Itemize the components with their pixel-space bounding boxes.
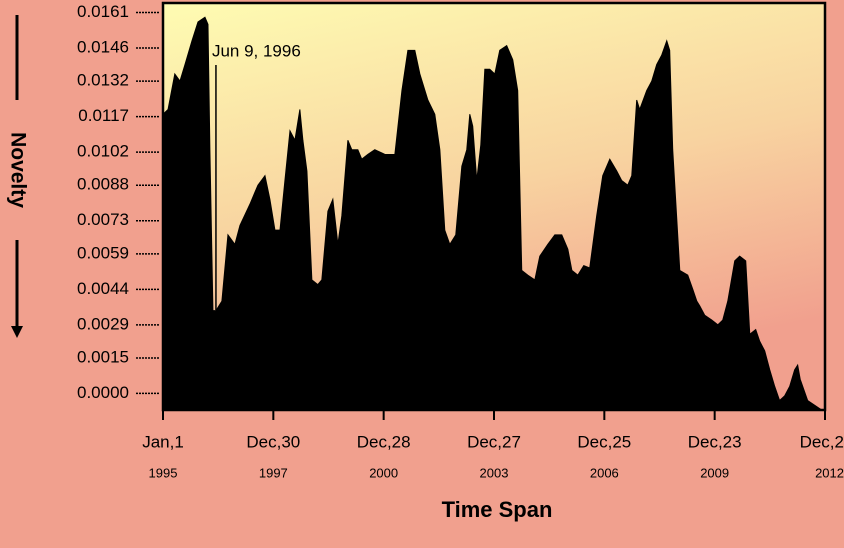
annotation-text: Jun 9, 1996 xyxy=(212,41,301,60)
x-tick-label: Dec,30 xyxy=(246,432,300,451)
x-axis-title: Time Span xyxy=(442,497,553,522)
y-tick-label: 0.0132 xyxy=(77,71,129,90)
y-tick-label: 0.0102 xyxy=(77,142,129,161)
y-tick-label: 0.0000 xyxy=(77,383,129,402)
y-tick-label: 0.0117 xyxy=(78,106,129,125)
x-tick-year: 1995 xyxy=(149,465,178,480)
y-tick-label: 0.0088 xyxy=(77,175,129,194)
x-tick-label: Jan,1 xyxy=(142,432,184,451)
x-tick-year: 1997 xyxy=(259,465,288,480)
x-tick-label: Dec,23 xyxy=(688,432,742,451)
y-tick-label: 0.0015 xyxy=(77,347,129,366)
y-tick-label: 0.0029 xyxy=(77,314,129,333)
x-tick-year: 2009 xyxy=(700,465,729,480)
y-axis-title-group: Novelty xyxy=(6,15,29,338)
x-tick-year: 2006 xyxy=(590,465,619,480)
x-tick-label: Dec,25 xyxy=(577,432,631,451)
area xyxy=(162,16,824,411)
y-tick-label: 0.0146 xyxy=(77,37,129,56)
y-tick-label: 0.0073 xyxy=(77,210,129,229)
x-tick-label: Dec,28 xyxy=(357,432,411,451)
y-tick-label: 0.0059 xyxy=(77,243,129,262)
axis-arrow-head xyxy=(11,326,23,338)
x-tick-year: 2003 xyxy=(480,465,509,480)
x-tick-label: Dec,27 xyxy=(467,432,521,451)
y-tick-label: 0.0161 xyxy=(77,2,129,21)
plot-layer xyxy=(162,16,824,411)
x-tick-label: Dec,2 xyxy=(800,432,844,451)
y-tick-label: 0.0044 xyxy=(77,279,129,298)
x-tick-year: 2012 xyxy=(815,465,844,480)
y-axis-title: Novelty xyxy=(6,132,29,208)
x-tick-year: 2000 xyxy=(369,465,398,480)
